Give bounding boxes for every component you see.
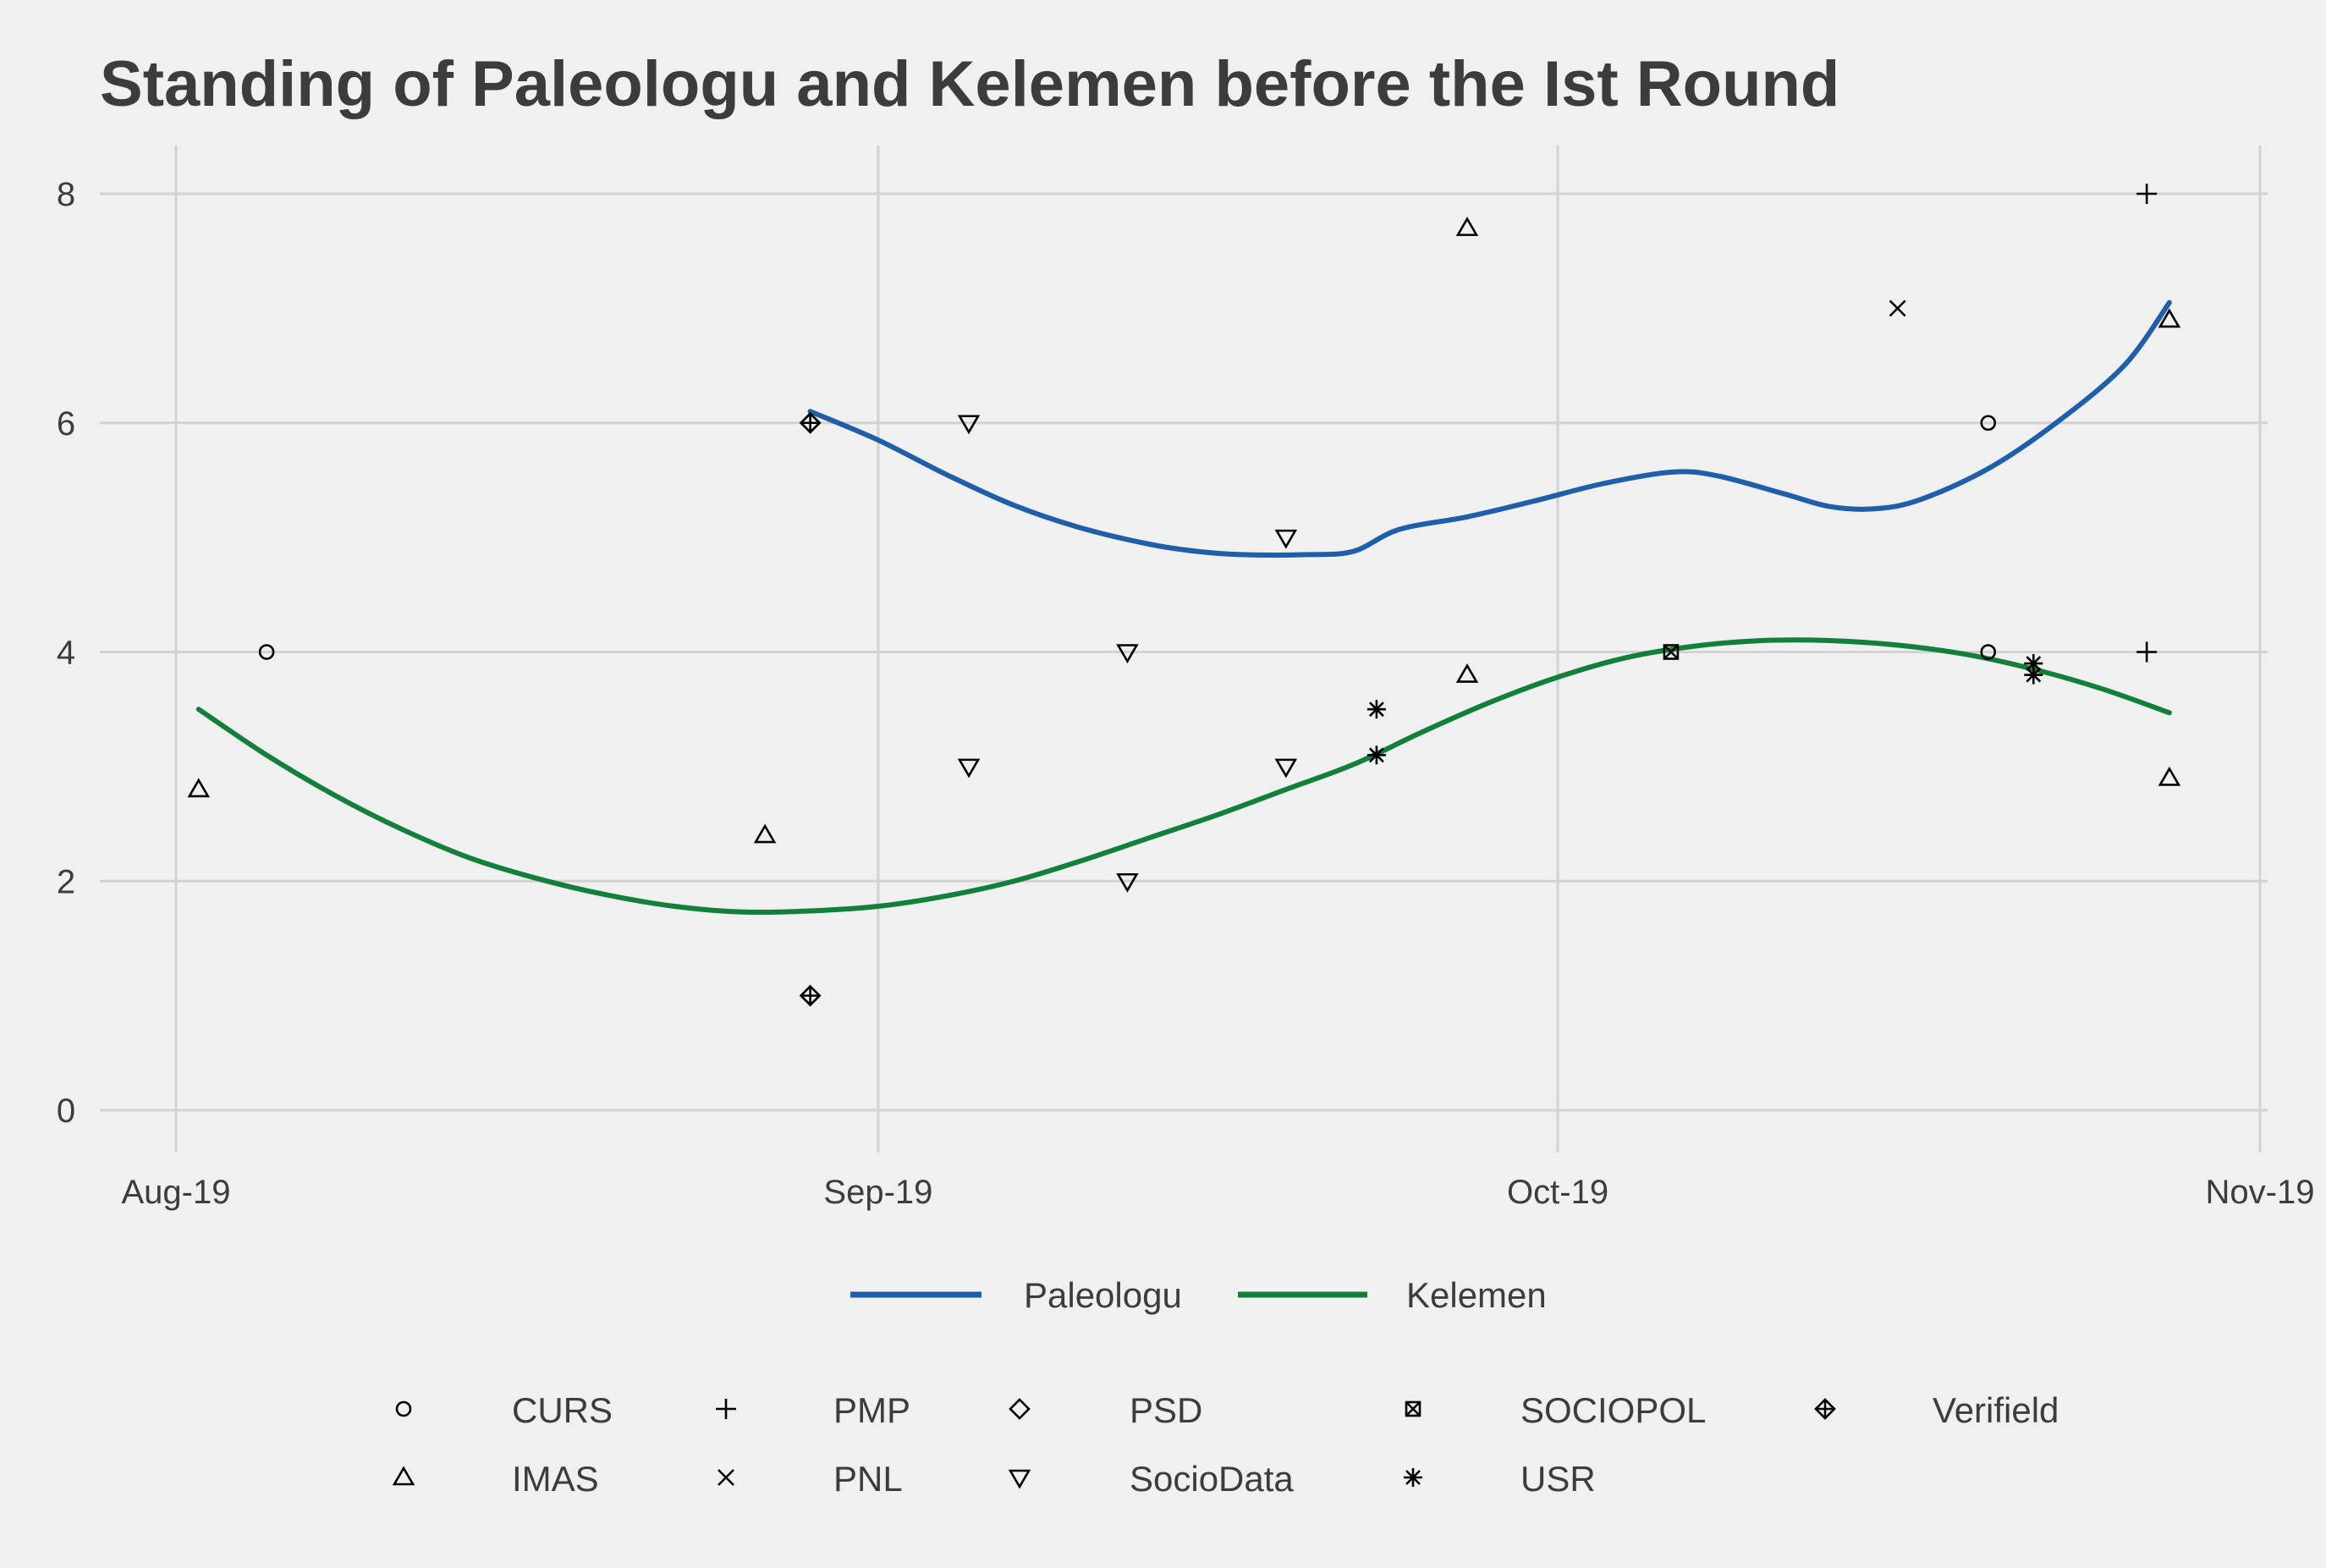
legend: Paleologu Kelemen CURS PMP PSD SOCIOPOL Verifi…	[392, 1275, 2059, 1499]
poll-point-verifield	[799, 984, 822, 1007]
poll-point-sociodata	[1274, 758, 1298, 778]
poll-point-usr	[1366, 700, 1386, 719]
poll-point-sociodata	[1116, 872, 1139, 893]
poll-point-curs	[1980, 415, 1997, 432]
y-tick-label: 2	[57, 863, 75, 900]
y-tick-label: 8	[57, 176, 75, 213]
poll-point-imas	[753, 823, 777, 844]
poll-point-sociodata	[1274, 529, 1298, 549]
legend-label-curs: CURS	[512, 1390, 613, 1430]
poll-points	[187, 184, 2181, 1007]
poll-point-imas	[187, 778, 211, 798]
poll-point-sociodata	[1116, 644, 1139, 664]
x-tick-label: Aug-19	[122, 1174, 231, 1211]
poll-point-usr	[1366, 745, 1386, 765]
legend-key-curs	[395, 1400, 412, 1417]
poll-point-sociopol	[1663, 644, 1680, 660]
legend-label-sociopol: SOCIOPOL	[1520, 1390, 1706, 1430]
legend-key-usr	[1404, 1468, 1422, 1487]
y-tick-label: 6	[57, 405, 75, 443]
legend-label-paleologu: Paleologu	[1024, 1275, 1182, 1315]
legend-label-sociodata: SocioData	[1130, 1459, 1294, 1499]
poll-point-curs	[258, 644, 275, 660]
y-tick-label: 0	[57, 1092, 75, 1130]
legend-key-verifield	[1814, 1398, 1836, 1420]
poll-point-usr	[2024, 665, 2043, 685]
series-lines	[195, 300, 2172, 916]
grid	[100, 146, 2268, 1153]
poll-point-imas	[1455, 663, 1479, 683]
poll-point-sociodata	[957, 758, 981, 778]
legend-label-pmp: PMP	[833, 1390, 910, 1430]
legend-label-verifield: Verifield	[1933, 1390, 2059, 1430]
x-tick-label: Oct-19	[1507, 1174, 1608, 1211]
chart-title: Standing of Paleologu and Kelemen before…	[100, 48, 1839, 120]
legend-label-psd: PSD	[1130, 1390, 1202, 1430]
axes: 0 2 4 6 8 Aug-19 Sep-19 Oct-19 Nov-19	[57, 176, 2315, 1211]
legend-key-pmp	[716, 1399, 736, 1419]
poll-point-pmp	[2136, 184, 2158, 204]
legend-label-imas: IMAS	[512, 1459, 599, 1499]
legend-key-pnl	[718, 1469, 734, 1486]
poll-point-imas	[2158, 766, 2181, 786]
poll-point-pnl	[1889, 300, 1906, 317]
poll-point-curs	[1980, 644, 1997, 660]
poll-point-imas	[2158, 308, 2181, 328]
y-tick-label: 4	[57, 635, 75, 672]
x-tick-label: Sep-19	[823, 1174, 932, 1211]
legend-key-psd	[1009, 1398, 1031, 1420]
legend-key-imas	[392, 1466, 415, 1486]
poll-point-pmp	[2136, 641, 2158, 663]
legend-label-kelemen: Kelemen	[1406, 1275, 1547, 1315]
series-line-kelemen	[195, 637, 2172, 916]
legend-label-pnl: PNL	[833, 1459, 903, 1499]
legend-key-sociopol	[1405, 1400, 1421, 1417]
poll-point-verifield	[799, 411, 822, 434]
x-tick-label: Nov-19	[2206, 1174, 2315, 1211]
poll-point-imas	[1455, 217, 1479, 236]
legend-key-sociodata	[1008, 1469, 1031, 1489]
legend-label-usr: USR	[1520, 1459, 1596, 1499]
poll-point-sociodata	[957, 415, 981, 435]
series-line-paleologu	[807, 300, 2172, 558]
